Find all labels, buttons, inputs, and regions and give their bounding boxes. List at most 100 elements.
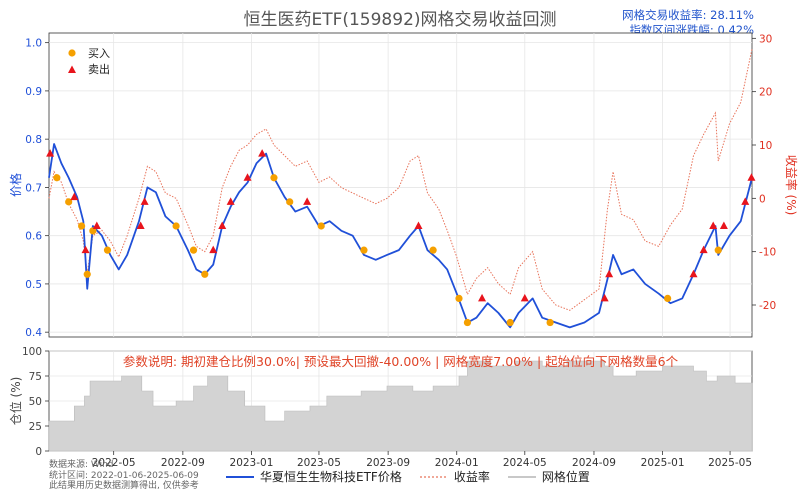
footer-source: 数据来源: Wind [49, 460, 114, 470]
footer-note: 此结果用历史数据测算得出, 仅供参考 [49, 481, 199, 491]
buy-marker [172, 222, 180, 230]
footer-range: 统计区间: 2022-01-06-2025-06-09 [49, 470, 199, 481]
x-tick-label: 2024-05 [503, 457, 547, 469]
position-tick-label: 75 [29, 371, 42, 383]
x-tick-label: 2023-05 [297, 457, 341, 469]
buy-marker [546, 318, 554, 327]
left-tick-label: 0.9 [25, 86, 42, 98]
right-axis-label: 收益率 (%) [784, 155, 799, 216]
sell-marker [699, 245, 708, 254]
sell-marker [136, 221, 145, 230]
bottom-legend: 华夏恒生生物科技ETF价格 收益率 网格位置 [226, 468, 590, 485]
grid-return-stat: 网格交易收益率: 28.11% [622, 8, 754, 22]
legend-buy-label: 买入 [88, 47, 110, 60]
position-tick-label: 25 [29, 421, 42, 433]
trade-markers [46, 149, 756, 327]
left-tick-label: 0.6 [25, 231, 42, 243]
x-tick-label: 2025-01 [641, 457, 685, 469]
x-tick-label: 2023-01 [230, 457, 274, 469]
position-tick-label: 50 [29, 396, 42, 408]
buy-marker [270, 174, 278, 182]
position-tick-label: 100 [22, 346, 42, 358]
sell-marker [600, 293, 609, 302]
left-axis-label: 价格 [8, 173, 23, 197]
buy-marker [53, 174, 61, 182]
buy-marker [360, 246, 368, 254]
left-tick-label: 0.4 [25, 327, 42, 339]
legend-price-label: 华夏恒生生物科技ETF价格 [260, 470, 402, 484]
buy-marker [201, 270, 209, 278]
sell-marker [719, 221, 728, 230]
legend-return-label: 收益率 [453, 470, 490, 484]
buy-marker [317, 222, 325, 230]
sell-marker [605, 269, 614, 278]
sell-marker [741, 197, 750, 205]
buy-marker [463, 318, 472, 327]
sell-marker [209, 245, 218, 254]
legend-sell-marker [68, 65, 76, 73]
buy-marker [103, 246, 112, 254]
legend-return: 收益率 [419, 468, 490, 485]
buy-marker [83, 270, 91, 278]
sell-marker [218, 221, 227, 230]
x-tick-label: 2022-05 [92, 457, 136, 469]
buy-marker [455, 294, 463, 302]
right-tick-label: 30 [759, 33, 772, 45]
legend-return-swatch [419, 475, 448, 478]
right-tick-label: -20 [759, 300, 776, 312]
sell-marker [140, 197, 149, 205]
price-line-series [48, 143, 753, 329]
buy-marker [89, 227, 97, 235]
legend-position-label: 网格位置 [541, 470, 590, 484]
sell-marker [70, 192, 79, 201]
main-plot-frame [48, 32, 753, 338]
left-tick-label: 1.0 [25, 38, 42, 50]
chart-title: 恒生医药ETF(159892)网格交易收益回测 [243, 10, 557, 30]
buy-marker [78, 222, 86, 230]
right-tick-label: -10 [759, 247, 776, 259]
sell-marker [81, 245, 90, 254]
left-tick-label: 0.8 [25, 134, 42, 146]
buy-marker [189, 246, 198, 254]
x-tick-label: 2025-05 [708, 457, 752, 469]
buy-marker [286, 198, 294, 206]
buy-marker [506, 318, 514, 327]
sell-marker [414, 221, 423, 230]
x-tick-label: 2024-01 [435, 457, 479, 469]
sell-marker [303, 197, 312, 205]
sell-marker [46, 149, 55, 157]
left-tick-label: 0.7 [25, 182, 42, 194]
footer-notes: 数据来源: Wind 统计区间: 2022-01-06-2025-06-09 此… [49, 460, 199, 492]
sell-marker [689, 269, 698, 278]
x-tick-label: 2023-09 [366, 457, 410, 469]
sell-marker [747, 173, 756, 181]
left-tick-label: 0.5 [25, 279, 42, 291]
buy-marker [714, 246, 722, 254]
params-text: 参数说明: 期初建仓比例30.0%| 预设最大回撤-40.00% | 网格宽度7… [122, 354, 679, 369]
sell-marker [243, 173, 252, 181]
right-tick-label: 20 [759, 87, 772, 99]
legend-position: 网格位置 [507, 468, 590, 485]
legend-price-swatch [226, 475, 254, 478]
sell-marker [92, 221, 101, 230]
sell-marker [226, 197, 235, 205]
buy-marker [664, 294, 672, 302]
position-axis-label: 仓位 (%) [8, 377, 23, 426]
position-area-series [48, 360, 753, 452]
right-tick-label: 0 [759, 193, 766, 205]
legend-buy-marker [68, 49, 76, 57]
sell-marker [709, 221, 718, 230]
sell-marker [478, 293, 487, 302]
position-tick-label: 0 [35, 446, 42, 458]
legend-price: 华夏恒生生物科技ETF价格 [226, 468, 402, 485]
buy-marker [429, 246, 437, 254]
x-tick-label: 2024-09 [572, 457, 616, 469]
buy-marker [65, 198, 73, 206]
right-tick-label: 10 [759, 140, 772, 152]
legend-position-swatch [507, 475, 536, 478]
return-line-series [48, 48, 753, 311]
sell-marker [258, 149, 267, 157]
legend-sell-label: 卖出 [88, 62, 110, 76]
